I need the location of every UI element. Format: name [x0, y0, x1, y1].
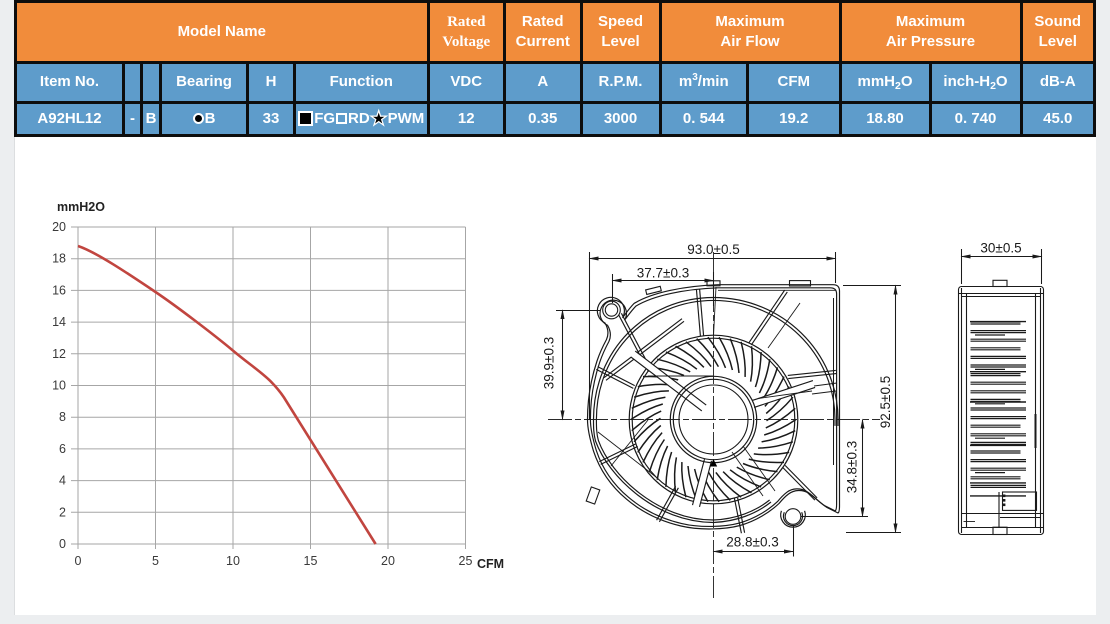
svg-text:28.8±0.3: 28.8±0.3 — [726, 535, 778, 550]
svg-text:30±0.5: 30±0.5 — [980, 241, 1021, 256]
svg-text:8: 8 — [59, 410, 66, 424]
svg-text:12: 12 — [52, 347, 66, 361]
svg-text:25: 25 — [459, 554, 473, 568]
svg-text:18: 18 — [52, 252, 66, 266]
svg-text:93.0±0.5: 93.0±0.5 — [687, 242, 739, 257]
svg-text:37.7±0.3: 37.7±0.3 — [637, 266, 689, 281]
svg-text:2: 2 — [59, 505, 66, 519]
svg-text:mmH2O: mmH2O — [57, 200, 105, 214]
svg-text:14: 14 — [52, 315, 66, 329]
svg-text:20: 20 — [52, 220, 66, 234]
svg-text:34.8±0.3: 34.8±0.3 — [845, 441, 860, 493]
svg-text:16: 16 — [52, 283, 66, 297]
svg-text:20: 20 — [381, 554, 395, 568]
svg-text:39.9±0.3: 39.9±0.3 — [542, 337, 557, 389]
svg-text:6: 6 — [59, 442, 66, 456]
svg-text:92.5±0.5: 92.5±0.5 — [878, 376, 893, 428]
svg-text:15: 15 — [304, 554, 318, 568]
svg-text:0: 0 — [59, 537, 66, 551]
svg-text:CFM: CFM — [477, 557, 504, 571]
svg-text:5: 5 — [152, 554, 159, 568]
svg-text:4: 4 — [59, 474, 66, 488]
svg-text:0: 0 — [75, 554, 82, 568]
svg-text:10: 10 — [226, 554, 240, 568]
svg-text:10: 10 — [52, 379, 66, 393]
